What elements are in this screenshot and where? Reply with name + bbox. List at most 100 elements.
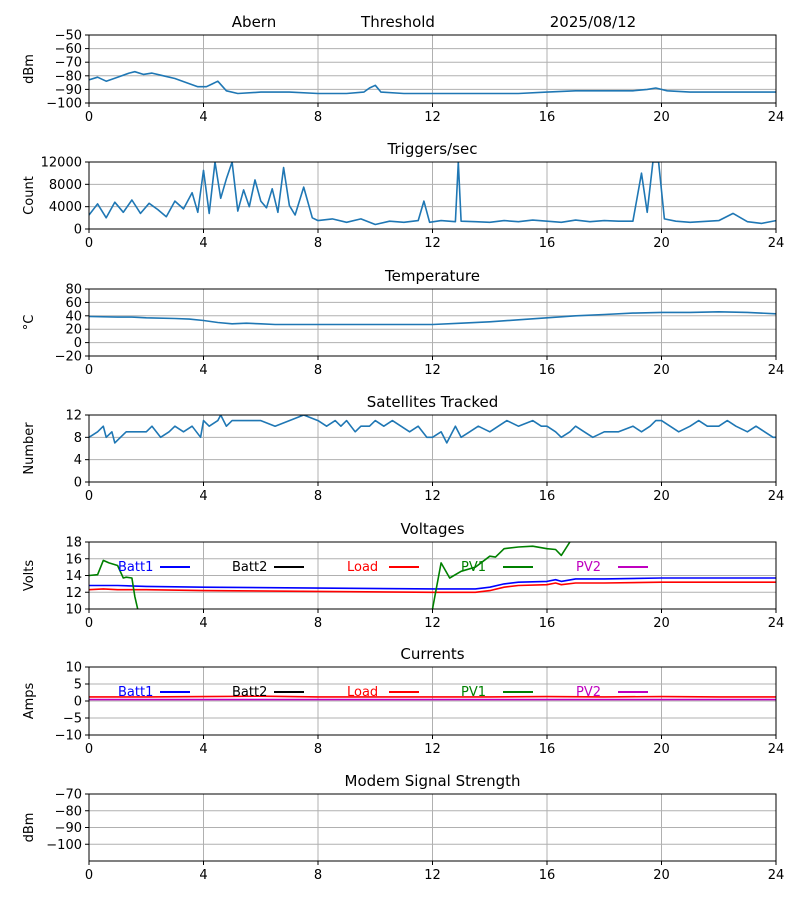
x-tick-label: 12 [424,236,441,251]
x-tick-label: 20 [653,616,670,631]
x-tick-label: 16 [539,742,556,757]
y-tick-label: 40 [65,309,82,324]
y-tick-label: −50 [55,29,82,44]
chart-title: Triggers/sec [387,140,478,158]
legend-label-pv1: PV1 [461,560,486,575]
series-line [89,162,776,226]
x-tick-label: 4 [199,363,207,378]
x-tick-label: 24 [768,489,785,504]
y-axis-label: dBm [22,54,37,84]
x-tick-label: 24 [768,236,785,251]
y-tick-label: 10 [65,661,82,676]
y-tick-label: 10 [65,603,82,618]
y-axis-label: Amps [22,682,37,719]
chart-title: Currents [400,645,464,663]
y-axis-label: Count [22,176,37,215]
y-tick-label: 0 [74,695,82,710]
y-tick-label: −70 [55,788,82,803]
series-line-load [89,695,776,698]
legend-label-pv2: PV2 [576,560,601,575]
header-date: 2025/08/12 [550,13,636,31]
legend-label-batt2: Batt2 [232,685,267,700]
series-line-pv1 [431,542,571,609]
y-tick-label: −60 [55,42,82,57]
x-tick-label: 8 [314,363,322,378]
series-line [89,310,776,326]
y-tick-label: 4 [74,453,82,468]
x-tick-label: 12 [424,868,441,883]
x-tick-label: 4 [199,489,207,504]
series-line-pv1 [89,559,139,609]
y-tick-label: −100 [46,838,82,853]
x-tick-label: 4 [199,742,207,757]
y-tick-label: 8000 [49,178,82,193]
x-tick-label: 12 [424,489,441,504]
x-tick-label: 16 [539,110,556,125]
y-tick-label: −70 [55,56,82,71]
x-tick-label: 24 [768,742,785,757]
x-tick-label: 0 [85,489,93,504]
chart-title: Satellites Tracked [367,393,498,411]
x-tick-label: 0 [85,363,93,378]
legend-label-load: Load [347,685,378,700]
y-tick-label: 8 [74,431,82,446]
series-line [89,415,776,444]
x-tick-label: 4 [199,236,207,251]
y-tick-label: −90 [55,821,82,836]
x-tick-label: 0 [85,110,93,125]
legend-label-load: Load [347,560,378,575]
y-tick-label: 12 [65,586,82,601]
y-tick-label: 0 [74,336,82,351]
series-line [89,70,776,95]
x-tick-label: 0 [85,236,93,251]
y-tick-label: 12000 [41,156,82,171]
y-tick-label: 5 [74,678,82,693]
y-axis-label: Number [22,422,37,475]
chart-panel-1: 0 4 8 12 16 20 24 −100−90−80−70−60−50 dBm [22,29,784,126]
x-tick-label: 4 [199,616,207,631]
y-tick-label: 80 [65,283,82,298]
x-tick-label: 8 [314,616,322,631]
x-tick-label: 20 [653,489,670,504]
y-tick-label: 12 [65,409,82,424]
x-tick-label: 0 [85,868,93,883]
y-tick-label: 18 [65,536,82,551]
y-tick-label: −20 [55,350,82,365]
legend-label-batt1: Batt1 [118,560,153,575]
y-tick-label: −5 [63,712,82,727]
y-tick-label: 0 [74,223,82,238]
chart-title: Temperature [384,267,480,285]
x-tick-label: 8 [314,236,322,251]
y-tick-label: 20 [65,323,82,338]
x-tick-label: 20 [653,110,670,125]
x-tick-label: 16 [539,236,556,251]
x-tick-label: 20 [653,363,670,378]
header-label: Threshold [360,13,435,31]
header-station: Abern [232,13,276,31]
x-tick-label: 12 [424,363,441,378]
x-tick-label: 24 [768,110,785,125]
x-tick-label: 16 [539,868,556,883]
x-tick-label: 24 [768,868,785,883]
legend-label-batt1: Batt1 [118,685,153,700]
chart-panel-2: 0 4 8 12 16 20 24 0 4000 8000 12000 Triggers/sec Cou… [22,140,784,251]
y-tick-label: −90 [55,83,82,98]
y-tick-label: 16 [65,552,82,567]
x-tick-label: 0 [85,616,93,631]
legend-label-pv1: PV1 [461,685,486,700]
y-axis-label: °C [22,315,37,331]
chart-title: Modem Signal Strength [345,772,521,790]
x-tick-label: 24 [768,616,785,631]
x-tick-label: 4 [199,110,207,125]
x-tick-label: 8 [314,110,322,125]
x-tick-label: 0 [85,742,93,757]
x-tick-label: 16 [539,489,556,504]
x-tick-label: 8 [314,489,322,504]
y-tick-label: −80 [55,69,82,84]
legend-label-pv2: PV2 [576,685,601,700]
y-axis-label: Volts [22,560,37,592]
